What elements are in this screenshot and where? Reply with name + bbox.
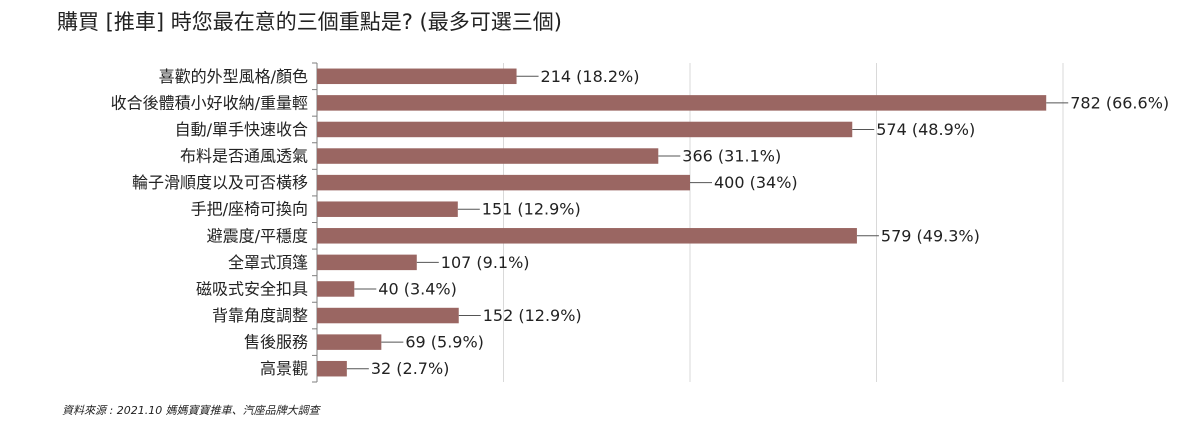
data-label: 574 (48.9%) (876, 120, 975, 139)
category-label: 布料是否通風透氣 (180, 147, 308, 166)
bar (317, 307, 459, 324)
bar (317, 228, 857, 244)
category-label: 全罩式頂篷 (228, 253, 308, 272)
bar (317, 121, 853, 138)
bar-chart: 喜歡的外型風格/顏色 214 (18.2%) 收合後體積小好收納/重量輕 782 (6… (111, 62, 1169, 383)
category-label: 售後服務 (244, 333, 308, 352)
bar (317, 334, 382, 350)
category-label: 喜歡的外型風格/顏色 (159, 67, 308, 86)
category-label: 背靠角度調整 (212, 306, 308, 325)
bar (317, 281, 355, 297)
bar (317, 201, 458, 217)
chart-title: 購買 [推車] 時您最在意的三個重點是? (最多可選三個) (57, 10, 562, 34)
data-label: 40 (3.4%) (378, 279, 457, 298)
bar (317, 95, 1047, 111)
category-label: 高景觀 (260, 359, 308, 378)
bar (317, 254, 417, 271)
data-label: 400 (34%) (714, 173, 798, 192)
data-label: 214 (18.2%) (541, 67, 640, 86)
data-label: 366 (31.1%) (682, 147, 781, 166)
data-label: 151 (12.9%) (482, 200, 581, 219)
bar (317, 360, 347, 377)
data-label: 579 (49.3%) (881, 226, 980, 245)
bar (317, 174, 690, 191)
category-label: 輪子滑順度以及可否橫移 (132, 173, 308, 192)
source-note: 資料來源 : 2021.10 媽媽寶寶推車、汽座品牌大調查 (62, 404, 320, 417)
category-label: 手把/座椅可換向 (191, 200, 308, 219)
data-label: 107 (9.1%) (441, 253, 530, 272)
bar (317, 68, 517, 85)
data-label: 69 (5.9%) (405, 333, 484, 352)
bar (317, 148, 659, 164)
data-label: 782 (66.6%) (1070, 93, 1169, 112)
category-label: 自動/單手快速收合 (175, 120, 308, 139)
category-label: 收合後體積小好收納/重量輕 (111, 93, 308, 112)
data-label: 32 (2.7%) (371, 359, 450, 378)
category-label: 避震度/平穩度 (207, 226, 308, 245)
category-label: 磁吸式安全扣具 (196, 279, 308, 298)
data-label: 152 (12.9%) (483, 306, 582, 325)
